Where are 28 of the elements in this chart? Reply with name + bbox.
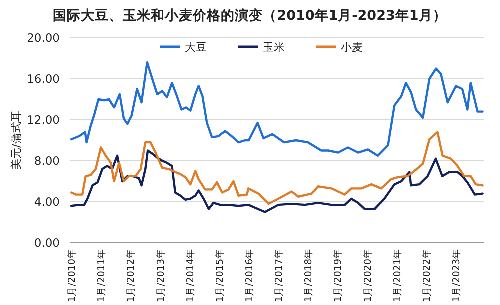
x-tick-label: 1月/2016年 bbox=[243, 249, 256, 302]
legend-label: 大豆 bbox=[185, 41, 207, 54]
y-tick-label: 12.00 bbox=[27, 113, 60, 127]
line-series bbox=[70, 131, 484, 206]
line-series bbox=[70, 150, 484, 214]
y-tick-label: 20.00 bbox=[27, 31, 60, 45]
x-tick-label: 1月/2019年 bbox=[332, 249, 344, 302]
x-tick-label: 1月/2012年 bbox=[125, 249, 138, 302]
x-tick-label: 1月/2010年 bbox=[66, 249, 78, 302]
y-tick-label: 8.00 bbox=[34, 154, 60, 168]
legend-label: 玉米 bbox=[263, 41, 285, 54]
x-tick-label: 1月/2018年 bbox=[302, 249, 315, 302]
x-tick-label: 1月/2023年 bbox=[450, 249, 462, 302]
y-tick-label: 0.00 bbox=[34, 236, 60, 250]
x-tick-label: 1月/2020年 bbox=[362, 249, 374, 302]
y-axis-title: 美元/蒲式耳 bbox=[10, 111, 23, 170]
x-tick-label: 1月/2014年 bbox=[184, 249, 196, 302]
y-tick-label: 16.00 bbox=[27, 72, 60, 86]
x-tick-label: 1月/2021年 bbox=[391, 249, 404, 302]
legend-label: 小麦 bbox=[341, 41, 363, 54]
x-tick-label: 1月/2022年 bbox=[420, 249, 433, 302]
line-series bbox=[70, 62, 484, 157]
x-tick-label: 1月/2011年 bbox=[96, 249, 108, 302]
x-tick-label: 1月/2015年 bbox=[214, 249, 226, 302]
x-tick-label: 1月/2013年 bbox=[154, 249, 167, 302]
y-tick-label: 4.00 bbox=[34, 195, 60, 209]
x-tick-label: 1月/2017年 bbox=[273, 249, 286, 302]
chart-title: 国际大豆、玉米和小麦价格的演变（2010年1月-2023年1月） bbox=[53, 7, 447, 24]
